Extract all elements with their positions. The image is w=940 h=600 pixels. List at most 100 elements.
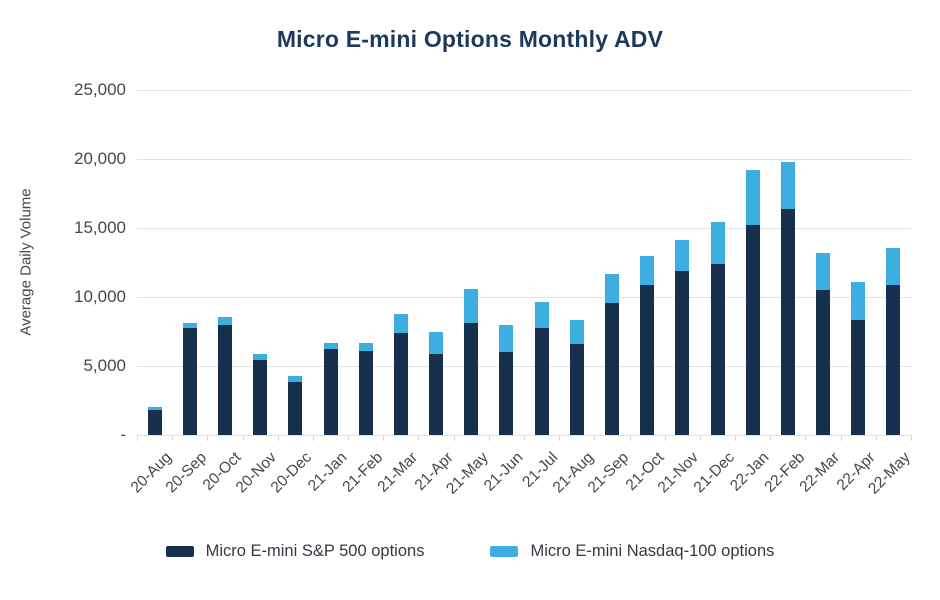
bar-21-Aug [569, 320, 584, 435]
bar-segment-sp500 [288, 381, 303, 435]
bar-segment-nasdaq100 [710, 221, 725, 264]
x-axis-tick [805, 435, 807, 441]
x-axis-tick [594, 435, 596, 441]
x-axis-tick [207, 435, 209, 441]
x-axis-tick [172, 435, 174, 441]
bar-20-Sep [182, 322, 197, 435]
x-axis-tick [770, 435, 772, 441]
y-tick-label: 10,000 [74, 287, 126, 306]
bar-segment-nasdaq100 [604, 274, 619, 303]
bar-21-Apr [429, 332, 444, 435]
x-axis-tick [348, 435, 350, 441]
bar-21-May [464, 289, 479, 435]
bar-segment-nasdaq100 [640, 255, 655, 285]
bar-segment-nasdaq100 [780, 162, 795, 210]
bar-segment-sp500 [217, 324, 232, 435]
bar-segment-sp500 [253, 359, 268, 435]
bar-segment-nasdaq100 [851, 281, 866, 321]
bar-segment-sp500 [323, 348, 338, 435]
y-axis-title: Average Daily Volume [17, 188, 35, 336]
gridline [137, 90, 911, 91]
gridline [137, 228, 911, 229]
bar-segment-sp500 [604, 302, 619, 435]
bar-segment-sp500 [675, 270, 690, 435]
bar-segment-nasdaq100 [745, 170, 760, 225]
bar-21-Nov [675, 239, 690, 435]
bar-22-May [886, 248, 901, 435]
legend-item-sp500: Micro E-mini S&P 500 options [165, 542, 425, 561]
legend-label-nasdaq100: Micro E-mini Nasdaq-100 options [530, 542, 775, 560]
bar-segment-nasdaq100 [429, 332, 444, 354]
x-axis-tick [840, 435, 842, 441]
bar-21-Sep [604, 274, 619, 435]
gridline [137, 366, 911, 367]
bar-20-Oct [217, 317, 232, 435]
bar-21-Jul [534, 301, 549, 435]
bar-21-Feb [358, 343, 373, 435]
gridline [137, 297, 911, 298]
bar-21-Jan [323, 342, 338, 435]
x-axis-tick [559, 435, 561, 441]
bar-22-Apr [851, 281, 866, 435]
bar-segment-sp500 [464, 322, 479, 435]
x-axis-tick [488, 435, 490, 441]
bar-segment-sp500 [182, 328, 197, 435]
legend-item-nasdaq100: Micro E-mini Nasdaq-100 options [490, 542, 774, 561]
bar-segment-nasdaq100 [499, 325, 514, 352]
x-axis-tick [453, 435, 455, 441]
x-axis-tick [312, 435, 314, 441]
bar-segment-nasdaq100 [534, 301, 549, 329]
y-tick-label: 25,000 [74, 80, 126, 99]
bar-segment-nasdaq100 [323, 342, 338, 349]
bar-segment-sp500 [886, 284, 901, 435]
bar-segment-nasdaq100 [816, 252, 831, 291]
bar-segment-sp500 [816, 290, 831, 435]
y-tick-label: 15,000 [74, 218, 126, 237]
bar-21-Dec [710, 221, 725, 435]
bar-segment-sp500 [499, 351, 514, 435]
bar-21-Mar [393, 314, 408, 435]
bar-segment-sp500 [710, 263, 725, 435]
bar-20-Dec [288, 376, 303, 435]
x-axis-tick [664, 435, 666, 441]
bar-segment-sp500 [358, 350, 373, 435]
y-tick-label: 5,000 [83, 356, 126, 375]
bar-segment-sp500 [534, 328, 549, 435]
legend-swatch-sp500 [165, 546, 194, 557]
bar-segment-nasdaq100 [288, 376, 303, 382]
legend-swatch-nasdaq100 [490, 546, 519, 557]
bar-20-Aug [147, 407, 162, 435]
bar-segment-sp500 [780, 209, 795, 435]
x-axis-tick [875, 435, 877, 441]
bar-segment-nasdaq100 [217, 317, 232, 325]
gridline [137, 159, 911, 160]
chart-title: Micro E-mini Options Monthly ADV [276, 26, 664, 52]
bar-21-Jun [499, 325, 514, 435]
y-tick-label: 20,000 [74, 149, 126, 168]
x-axis-tick [277, 435, 279, 441]
bar-segment-nasdaq100 [253, 353, 268, 360]
bar-22-Jan [745, 170, 760, 435]
legend: Micro E-mini S&P 500 options Micro E-min… [0, 542, 940, 561]
bar-segment-nasdaq100 [358, 343, 373, 351]
x-axis-tick [137, 435, 138, 441]
x-axis-tick [418, 435, 420, 441]
bar-segment-nasdaq100 [393, 314, 408, 333]
bar-segment-sp500 [569, 343, 584, 435]
x-axis-tick [735, 435, 737, 441]
bar-21-Oct [640, 255, 655, 435]
bar-segment-nasdaq100 [569, 320, 584, 344]
x-axis-tick [629, 435, 631, 441]
bar-segment-nasdaq100 [886, 248, 901, 285]
bar-segment-nasdaq100 [464, 289, 479, 323]
legend-label-sp500: Micro E-mini S&P 500 options [205, 542, 425, 560]
plot-area: -5,000 10,000 15,000 20,000 25,000 20-Aug 20-S… [74, 80, 913, 498]
bar-segment-sp500 [393, 332, 408, 435]
bar-segment-sp500 [147, 410, 162, 435]
x-axis-tick [911, 435, 912, 441]
bar-20-Nov [253, 353, 268, 435]
bar-22-Feb [780, 162, 795, 435]
bar-segment-nasdaq100 [147, 407, 162, 411]
x-axis-tick [242, 435, 244, 441]
